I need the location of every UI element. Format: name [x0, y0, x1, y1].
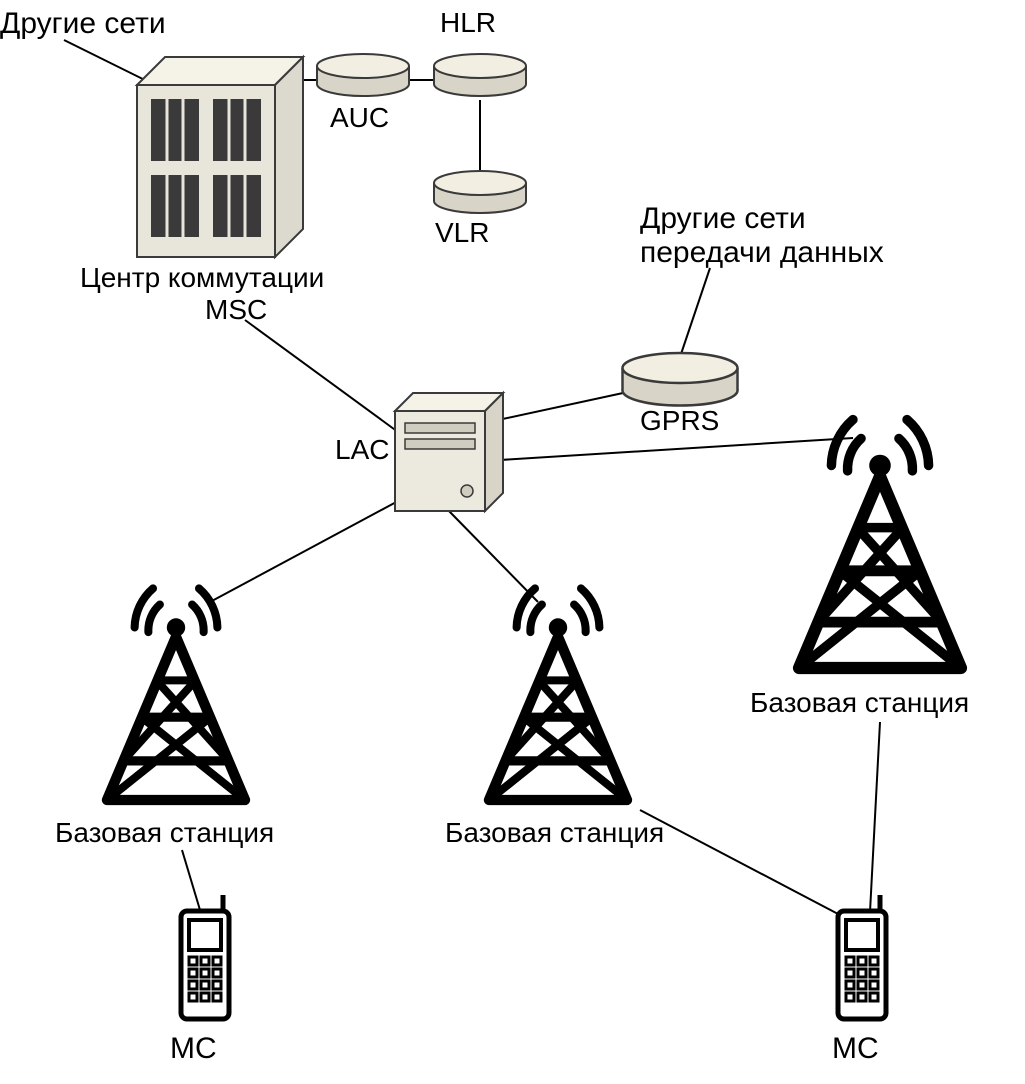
base-station-mid-icon — [489, 588, 627, 800]
hlr-label: HLR — [440, 5, 496, 40]
vlr-label: VLR — [435, 215, 489, 250]
other-networks-label: Другие сети — [0, 5, 166, 43]
msc-label-line2: MSC — [205, 292, 267, 327]
auc-label: AUC — [330, 100, 389, 135]
base-station-left-icon — [107, 588, 245, 800]
base-station-right-icon — [799, 420, 961, 668]
other-data-label-line1: Другие сети — [640, 200, 806, 238]
phone-left-icon — [181, 895, 229, 1019]
edge — [680, 268, 710, 357]
edge — [448, 510, 538, 602]
vlr-disk-icon — [434, 171, 526, 213]
edge — [245, 320, 398, 432]
lac-pc-icon — [395, 393, 503, 511]
msc-label-line1: Центр коммутации — [80, 260, 324, 295]
edge — [182, 850, 200, 910]
gprs-disk-icon — [623, 353, 738, 406]
mc-right-label: MC — [832, 1030, 879, 1068]
mc-left-label: MC — [170, 1030, 217, 1068]
auc-disk-icon — [317, 54, 409, 96]
server-rack-icon — [137, 57, 303, 257]
edge — [210, 500, 400, 602]
diagram-canvas — [0, 0, 1025, 1084]
base-station-mid-label: Базовая станция — [445, 815, 664, 850]
lac-label: LAC — [335, 432, 389, 467]
gprs-label: GPRS — [640, 403, 719, 438]
edge — [500, 438, 853, 460]
base-station-left-label: Базовая станция — [55, 815, 274, 850]
edge — [498, 393, 623, 420]
phone-right-icon — [838, 895, 886, 1019]
edge — [870, 722, 880, 912]
base-station-right-label: Базовая станция — [750, 685, 969, 720]
other-data-label-line2: передачи данных — [640, 234, 884, 272]
edge — [640, 810, 840, 915]
hlr-disk-icon — [434, 54, 526, 96]
